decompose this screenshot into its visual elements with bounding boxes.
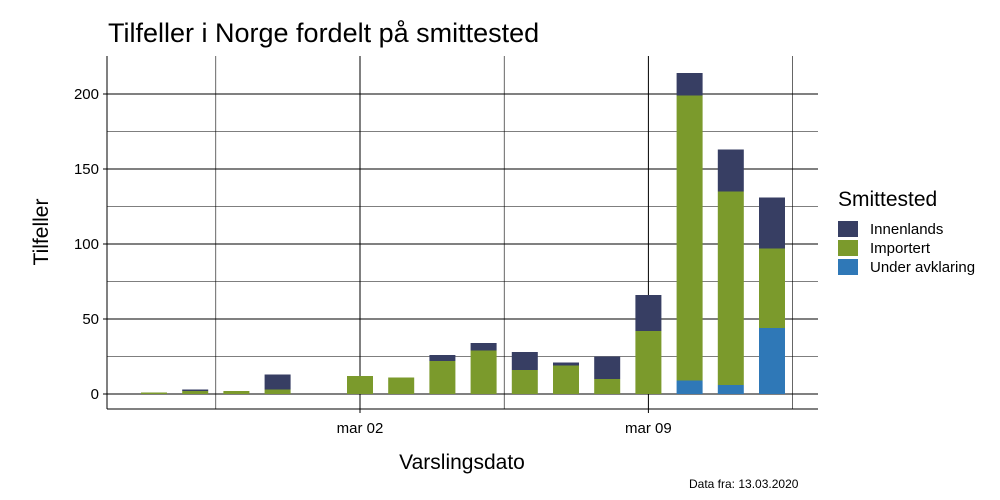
bar-segment-innenlands [759, 197, 785, 249]
bar-segment-innenlands [511, 352, 538, 370]
y-tick-label: 150 [74, 161, 99, 178]
bar-segment-importert [635, 331, 662, 394]
grid-lines [107, 56, 818, 409]
legend-swatch-innenlands [838, 221, 858, 237]
legend-item-innenlands: Innenlands [838, 220, 944, 238]
bar-segment-importert [182, 391, 209, 394]
legend-item-importert: Importert [838, 239, 931, 257]
bar-segment-innenlands [429, 355, 456, 361]
bar-segment-importert [223, 391, 250, 394]
legend-title: Smittested [838, 188, 938, 211]
bar-segment-importert [141, 392, 167, 394]
bar-segment-innenlands [264, 374, 291, 390]
bar-segment-importert [759, 248, 785, 328]
bar-segment-importert [594, 379, 621, 394]
bar-segment-innenlands [717, 149, 744, 192]
bars [141, 73, 785, 394]
bar-segment-under-avklaring [759, 328, 785, 394]
bar-segment-importert [429, 361, 456, 394]
bar-segment-innenlands [182, 389, 209, 391]
bar-segment-importert [264, 389, 291, 394]
legend-label-under-avklaring: Under avklaring [870, 258, 976, 276]
legend-item-under-avklaring: Under avklaring [838, 258, 976, 276]
source-note: Data fra: 13.03.2020 [689, 477, 799, 491]
bar-segment-innenlands [594, 356, 621, 379]
bar-segment-innenlands [553, 362, 579, 366]
bar-segment-importert [676, 95, 703, 381]
legend-label-importert: Importert [870, 239, 931, 257]
legend-swatch-under-avklaring [838, 259, 858, 275]
bar-segment-under-avklaring [676, 380, 703, 394]
x-axis-label: Varslingsdato [399, 451, 525, 474]
y-tick-label: 200 [74, 86, 99, 103]
bar-segment-importert [717, 191, 744, 385]
bar-segment-importert [388, 377, 415, 394]
bar-segment-importert [470, 350, 497, 394]
x-tick-label: mar 02 [337, 420, 384, 437]
chart-title: Tilfeller i Norge fordelt på smittested [108, 18, 540, 48]
bar-segment-under-avklaring [717, 385, 744, 394]
bar-segment-innenlands [470, 343, 497, 351]
axes [106, 56, 818, 410]
legend-swatch-importert [838, 240, 858, 256]
bar-segment-innenlands [676, 73, 703, 96]
y-tick-label: 100 [74, 236, 99, 253]
tick-labels: 0 50 100 150 200 mar 02 mar 09 [74, 86, 672, 437]
bar-segment-importert [511, 370, 538, 394]
bar-segment-importert [553, 365, 579, 394]
y-tick-label: 0 [91, 386, 99, 403]
bar-segment-innenlands [635, 295, 662, 331]
legend-label-innenlands: Innenlands [870, 220, 944, 238]
x-tick-label: mar 09 [625, 420, 672, 437]
y-axis-label: Tilfeller [30, 199, 53, 266]
bar-segment-importert [347, 376, 373, 394]
y-tick-label: 50 [82, 311, 99, 328]
